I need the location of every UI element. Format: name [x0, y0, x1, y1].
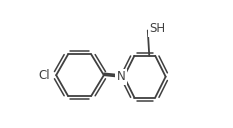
Text: N: N	[116, 70, 125, 83]
Text: SH: SH	[149, 23, 165, 35]
Text: Cl: Cl	[39, 69, 50, 82]
